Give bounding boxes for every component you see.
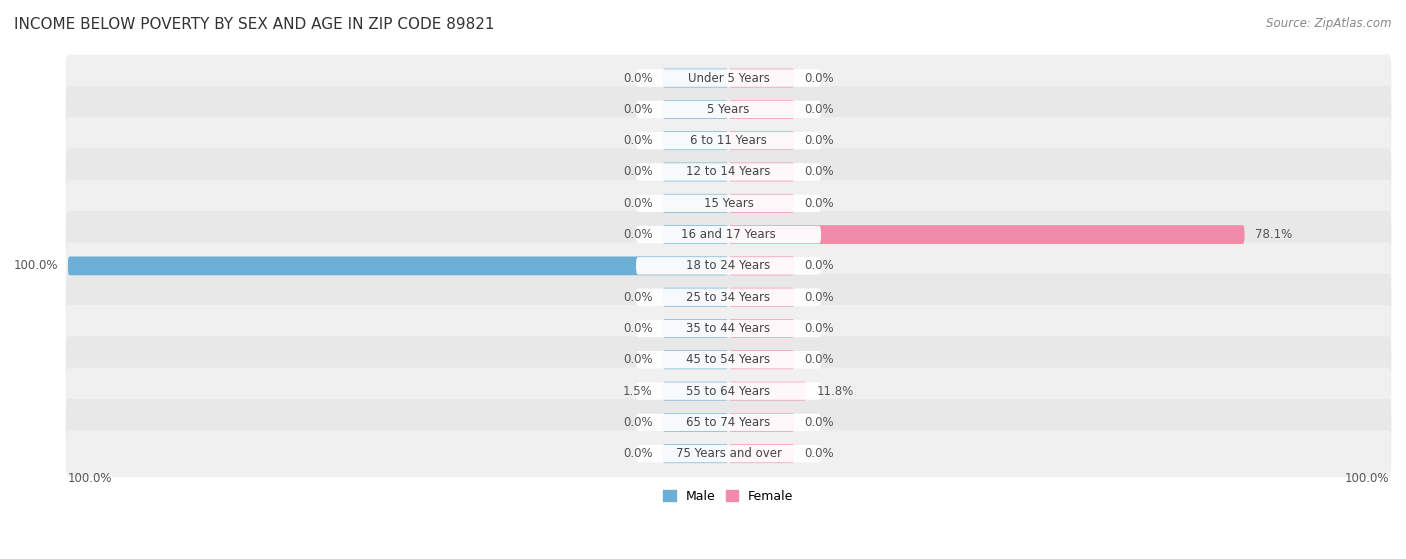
FancyBboxPatch shape <box>728 257 794 275</box>
FancyBboxPatch shape <box>728 288 794 306</box>
Text: 0.0%: 0.0% <box>804 416 834 429</box>
Text: 15 Years: 15 Years <box>703 197 754 210</box>
FancyBboxPatch shape <box>728 69 794 87</box>
Text: 0.0%: 0.0% <box>623 416 652 429</box>
Text: 45 to 54 Years: 45 to 54 Years <box>686 353 770 366</box>
Text: Under 5 Years: Under 5 Years <box>688 72 769 84</box>
FancyBboxPatch shape <box>636 163 821 181</box>
FancyBboxPatch shape <box>66 399 1392 446</box>
FancyBboxPatch shape <box>728 131 794 150</box>
Text: 0.0%: 0.0% <box>804 322 834 335</box>
FancyBboxPatch shape <box>728 163 794 181</box>
Text: 12 to 14 Years: 12 to 14 Years <box>686 165 770 178</box>
Text: Source: ZipAtlas.com: Source: ZipAtlas.com <box>1267 17 1392 30</box>
FancyBboxPatch shape <box>728 350 794 369</box>
FancyBboxPatch shape <box>636 226 821 243</box>
Text: 100.0%: 100.0% <box>13 259 58 272</box>
FancyBboxPatch shape <box>66 368 1392 415</box>
FancyBboxPatch shape <box>636 101 821 118</box>
Text: 0.0%: 0.0% <box>623 447 652 460</box>
FancyBboxPatch shape <box>728 382 807 400</box>
FancyBboxPatch shape <box>636 382 821 400</box>
FancyBboxPatch shape <box>728 194 794 212</box>
FancyBboxPatch shape <box>66 243 1392 290</box>
FancyBboxPatch shape <box>66 180 1392 227</box>
FancyBboxPatch shape <box>728 444 794 463</box>
Text: INCOME BELOW POVERTY BY SEX AND AGE IN ZIP CODE 89821: INCOME BELOW POVERTY BY SEX AND AGE IN Z… <box>14 17 495 32</box>
FancyBboxPatch shape <box>636 195 821 212</box>
Text: 55 to 64 Years: 55 to 64 Years <box>686 385 770 397</box>
Text: 0.0%: 0.0% <box>804 447 834 460</box>
Text: 0.0%: 0.0% <box>804 197 834 210</box>
FancyBboxPatch shape <box>636 320 821 337</box>
FancyBboxPatch shape <box>636 69 821 87</box>
Text: 0.0%: 0.0% <box>623 72 652 84</box>
Text: 0.0%: 0.0% <box>623 197 652 210</box>
Text: 78.1%: 78.1% <box>1254 228 1292 241</box>
Text: 0.0%: 0.0% <box>623 353 652 366</box>
Text: 35 to 44 Years: 35 to 44 Years <box>686 322 770 335</box>
Text: 0.0%: 0.0% <box>804 353 834 366</box>
Text: 0.0%: 0.0% <box>623 165 652 178</box>
FancyBboxPatch shape <box>636 132 821 149</box>
FancyBboxPatch shape <box>662 382 728 400</box>
FancyBboxPatch shape <box>66 211 1392 258</box>
FancyBboxPatch shape <box>662 319 728 338</box>
Text: 0.0%: 0.0% <box>623 291 652 304</box>
FancyBboxPatch shape <box>662 225 728 244</box>
Legend: Male, Female: Male, Female <box>658 485 799 508</box>
FancyBboxPatch shape <box>636 288 821 306</box>
Text: 100.0%: 100.0% <box>1346 472 1389 486</box>
Text: 11.8%: 11.8% <box>817 385 853 397</box>
FancyBboxPatch shape <box>662 444 728 463</box>
Text: 5 Years: 5 Years <box>707 103 749 116</box>
Text: 0.0%: 0.0% <box>623 103 652 116</box>
Text: 0.0%: 0.0% <box>804 291 834 304</box>
Text: 0.0%: 0.0% <box>804 259 834 272</box>
Text: 0.0%: 0.0% <box>804 103 834 116</box>
FancyBboxPatch shape <box>636 351 821 368</box>
Text: 6 to 11 Years: 6 to 11 Years <box>690 134 766 147</box>
Text: 18 to 24 Years: 18 to 24 Years <box>686 259 770 272</box>
Text: 1.5%: 1.5% <box>623 385 652 397</box>
FancyBboxPatch shape <box>662 100 728 119</box>
FancyBboxPatch shape <box>662 163 728 181</box>
Text: 0.0%: 0.0% <box>804 134 834 147</box>
Text: 0.0%: 0.0% <box>804 165 834 178</box>
FancyBboxPatch shape <box>66 117 1392 164</box>
FancyBboxPatch shape <box>66 305 1392 352</box>
FancyBboxPatch shape <box>728 319 794 338</box>
FancyBboxPatch shape <box>728 100 794 119</box>
Text: 0.0%: 0.0% <box>623 228 652 241</box>
FancyBboxPatch shape <box>662 288 728 306</box>
FancyBboxPatch shape <box>636 414 821 431</box>
Text: 16 and 17 Years: 16 and 17 Years <box>681 228 776 241</box>
FancyBboxPatch shape <box>662 194 728 212</box>
FancyBboxPatch shape <box>662 69 728 87</box>
FancyBboxPatch shape <box>67 257 728 275</box>
FancyBboxPatch shape <box>66 337 1392 383</box>
FancyBboxPatch shape <box>728 225 1244 244</box>
FancyBboxPatch shape <box>66 430 1392 477</box>
Text: 100.0%: 100.0% <box>67 472 112 486</box>
FancyBboxPatch shape <box>636 257 821 274</box>
FancyBboxPatch shape <box>66 86 1392 133</box>
FancyBboxPatch shape <box>66 55 1392 102</box>
Text: 0.0%: 0.0% <box>623 134 652 147</box>
Text: 0.0%: 0.0% <box>804 72 834 84</box>
Text: 75 Years and over: 75 Years and over <box>675 447 782 460</box>
Text: 0.0%: 0.0% <box>623 322 652 335</box>
Text: 65 to 74 Years: 65 to 74 Years <box>686 416 770 429</box>
FancyBboxPatch shape <box>66 274 1392 321</box>
FancyBboxPatch shape <box>728 413 794 432</box>
Text: 25 to 34 Years: 25 to 34 Years <box>686 291 770 304</box>
FancyBboxPatch shape <box>636 445 821 462</box>
FancyBboxPatch shape <box>66 149 1392 196</box>
FancyBboxPatch shape <box>662 350 728 369</box>
FancyBboxPatch shape <box>662 413 728 432</box>
FancyBboxPatch shape <box>662 131 728 150</box>
